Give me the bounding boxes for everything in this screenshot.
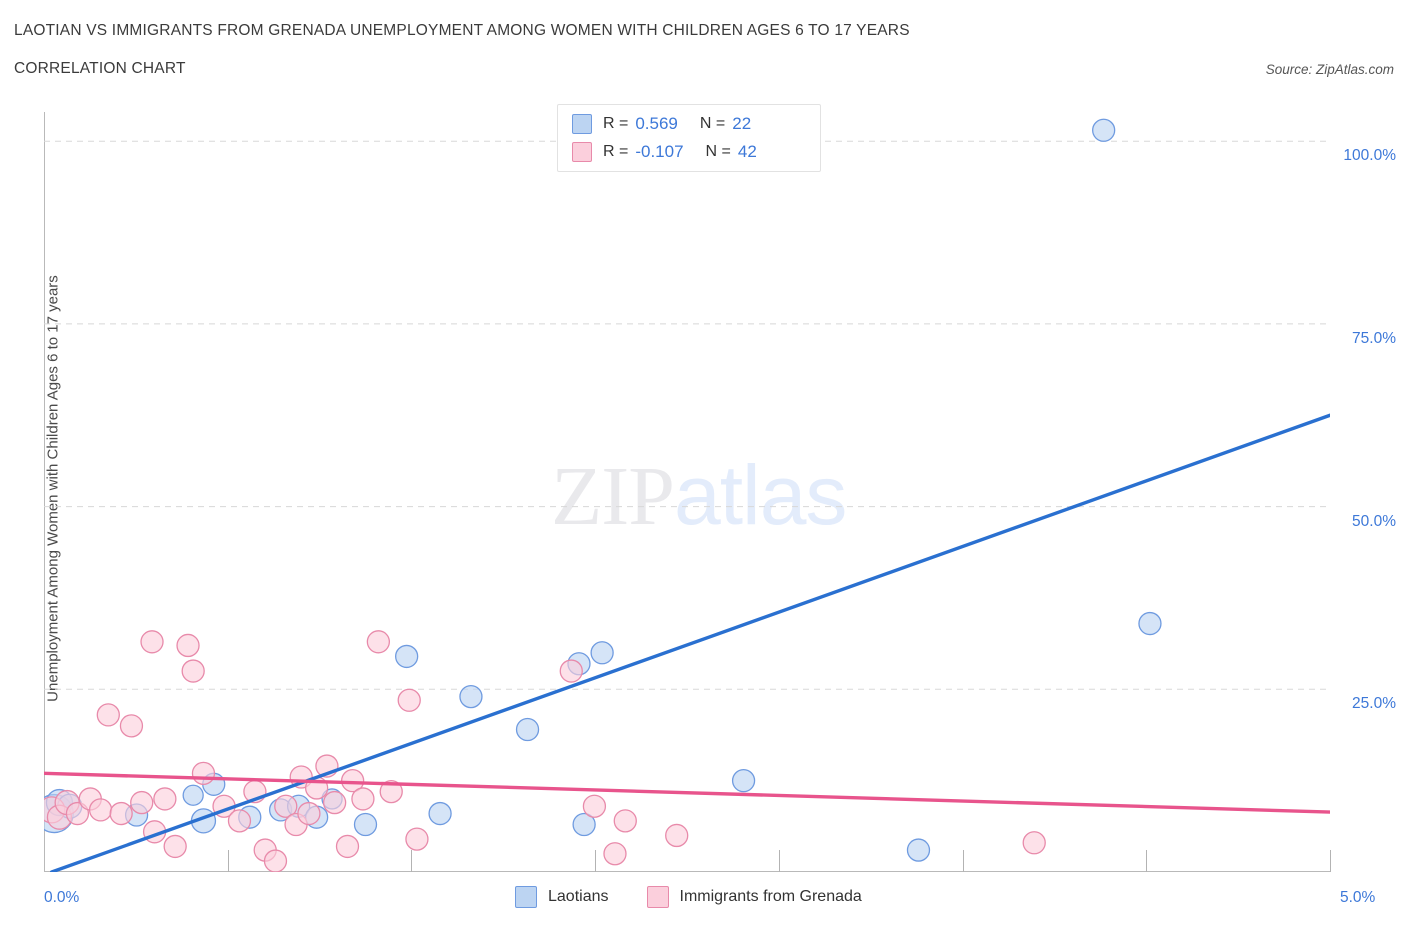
blue-n-label: N = (699, 115, 726, 132)
legend-swatch-laotians-icon (515, 886, 537, 908)
scatter-point[interactable] (353, 812, 378, 837)
x-axis-tick (962, 850, 964, 872)
scatter-point[interactable] (459, 684, 483, 709)
scatter-point[interactable] (65, 801, 90, 826)
scatter-point[interactable] (559, 659, 583, 683)
y-tick-label: 100.0% (1343, 147, 1396, 165)
scatter-point[interactable] (109, 801, 133, 826)
scatter-point[interactable] (590, 641, 614, 665)
x-axis-line (44, 871, 1330, 872)
scatter-point[interactable] (731, 769, 756, 793)
trend-lines (44, 413, 1330, 872)
scatter-point[interactable] (405, 827, 429, 851)
correlation-stats-box: R = 0.569 N = 22 R = -0.107 N = 42 (557, 104, 821, 172)
scatter-point[interactable] (379, 779, 403, 804)
scatter-point[interactable] (96, 703, 120, 727)
pink-swatch-icon (572, 142, 592, 162)
x-tick-label-max: 5.0% (1340, 889, 1376, 906)
page-subtitle: CORRELATION CHART (14, 60, 186, 77)
scatter-point[interactable] (1022, 831, 1046, 855)
blue-r-label: R = (603, 115, 629, 132)
scatter-points (44, 118, 1162, 872)
scatter-point[interactable] (140, 630, 164, 654)
scatter-point[interactable] (1138, 611, 1162, 636)
stat-row-blue: R = 0.569 N = 22 (572, 110, 806, 138)
plot-area (44, 112, 1330, 872)
scatter-point[interactable] (176, 633, 200, 658)
scatter-point[interactable] (130, 790, 154, 815)
scatter-point[interactable] (1092, 118, 1116, 142)
scatter-point[interactable] (428, 801, 452, 826)
blue-n-value: 22 (732, 114, 752, 133)
y-tick-label: 75.0% (1352, 329, 1396, 347)
pink-n-label: N = (705, 143, 731, 160)
scatter-point[interactable] (613, 809, 637, 833)
stat-row-pink: R = -0.107 N = 42 (572, 138, 806, 166)
scatter-point[interactable] (603, 842, 627, 866)
x-axis-tick (411, 850, 413, 872)
scatter-point[interactable] (263, 849, 288, 872)
scatter-point[interactable] (297, 801, 321, 826)
scatter-point[interactable] (181, 659, 205, 683)
scatter-point[interactable] (515, 717, 540, 742)
x-axis-tick (227, 850, 229, 872)
trend-line (50, 413, 1330, 872)
scatter-point[interactable] (153, 787, 177, 811)
x-axis-tick (778, 850, 780, 872)
source-attribution: Source: ZipAtlas.com (1265, 62, 1394, 77)
scatter-point[interactable] (366, 630, 391, 654)
chart-legend: Laotians Immigrants from Grenada (515, 886, 900, 908)
legend-item-immigrants-from-grenada[interactable]: Immigrants from Grenada (646, 886, 862, 908)
y-tick-label: 50.0% (1352, 512, 1396, 530)
scatter-point[interactable] (163, 834, 187, 859)
legend-item-laotians[interactable]: Laotians (515, 886, 609, 908)
scatter-point[interactable] (274, 794, 298, 818)
pink-r-label: R = (603, 143, 629, 160)
pink-r-value: -0.107 (635, 142, 684, 161)
x-axis-tick (595, 850, 597, 872)
y-axis-line (44, 112, 45, 872)
scatter-point[interactable] (397, 688, 421, 712)
scatter-point[interactable] (182, 784, 204, 806)
page-title: LAOTIAN VS IMMIGRANTS FROM GRENADA UNEMP… (14, 22, 910, 39)
scatter-point[interactable] (119, 714, 144, 738)
scatter-point[interactable] (335, 834, 360, 859)
blue-swatch-icon (572, 114, 592, 134)
scatter-point[interactable] (582, 794, 607, 818)
scatter-point[interactable] (665, 823, 689, 848)
pink-n-value: 42 (737, 142, 757, 161)
legend-swatch-grenada-icon (646, 886, 669, 908)
trend-line (44, 771, 1330, 814)
scatter-point[interactable] (906, 838, 931, 862)
y-tick-label: 25.0% (1352, 695, 1396, 713)
blue-r-value: 0.569 (635, 114, 678, 133)
x-axis-tick (1146, 850, 1148, 872)
scatter-point[interactable] (322, 790, 347, 815)
x-axis-tick (1330, 850, 1331, 872)
x-tick-label-min: 0.0% (44, 889, 80, 906)
scatter-point[interactable] (227, 809, 252, 833)
scatter-point[interactable] (572, 812, 596, 837)
scatter-point[interactable] (395, 644, 419, 669)
scatter-point[interactable] (351, 787, 375, 811)
legend-label-laotians: Laotians (548, 888, 609, 905)
legend-label-immigrants-from-grenada: Immigrants from Grenada (679, 888, 862, 905)
